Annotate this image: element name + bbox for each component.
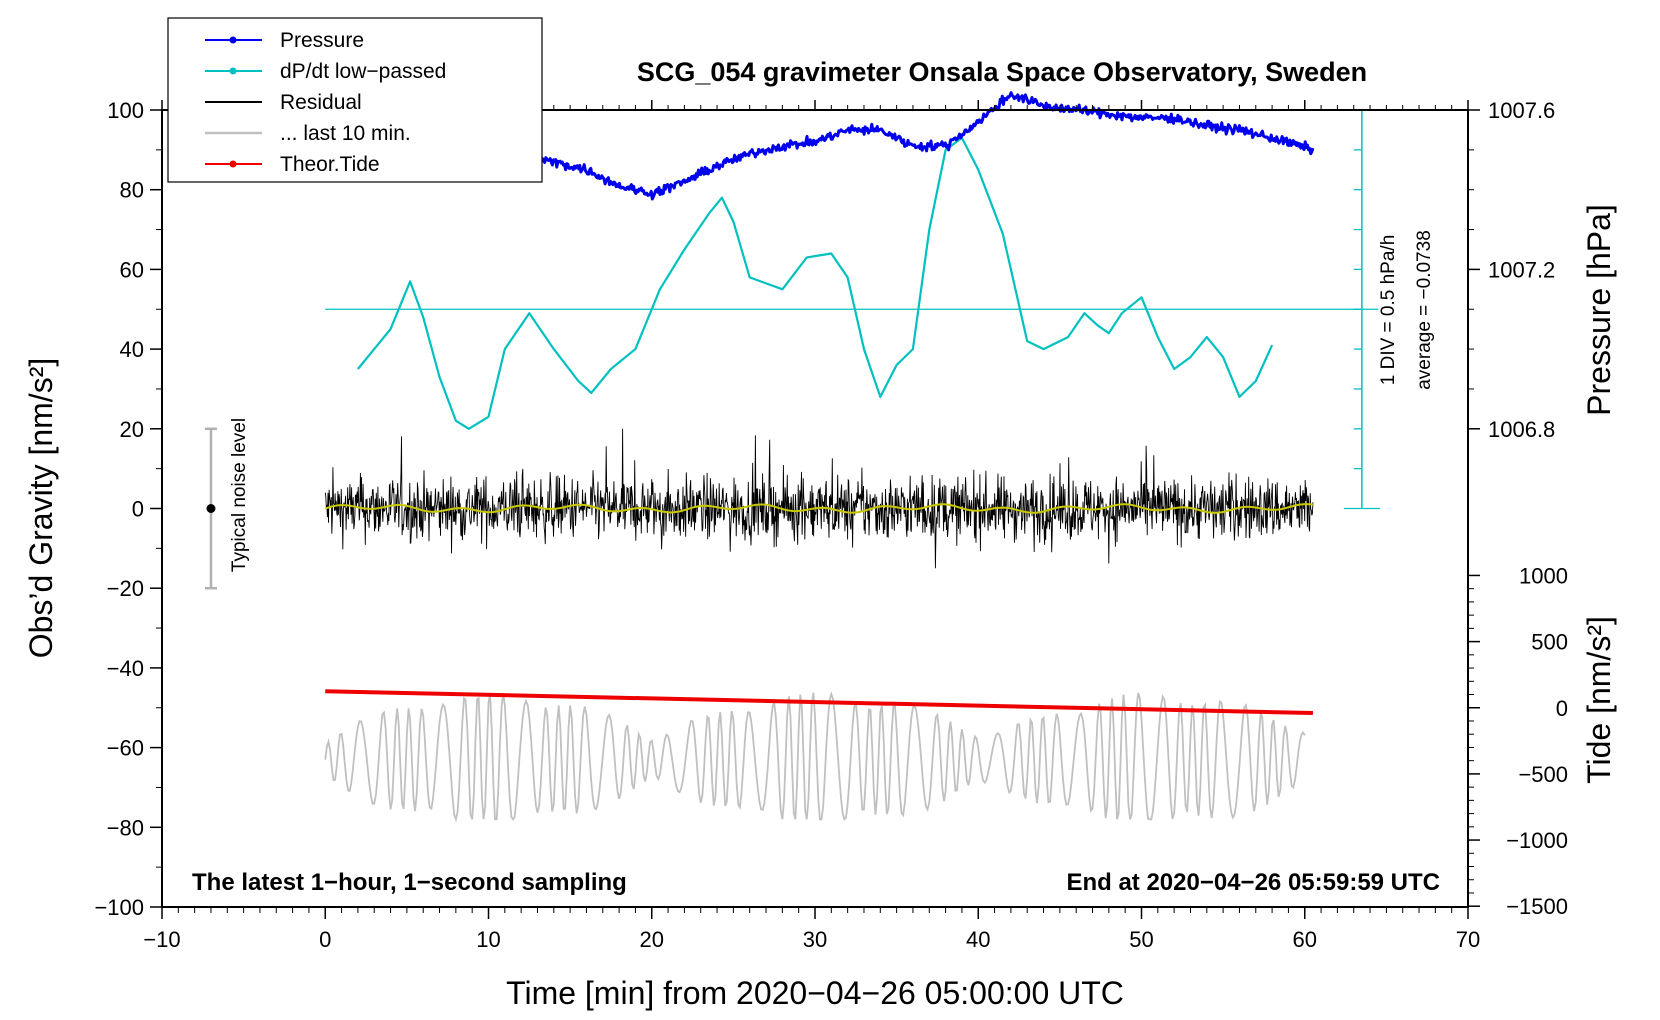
tide-tick-label: 1000 [1519,563,1568,588]
dpdt-series [357,136,1274,430]
residual-smoothed [325,503,1314,514]
y-tick-label: 60 [120,257,144,282]
annotation-sampling: The latest 1−hour, 1−second sampling [192,869,627,896]
tide-tick-label: 500 [1531,630,1568,655]
legend: Pressure dP/dt low−passed Residual ... last… [167,17,543,183]
legend-marker [229,67,237,75]
legend-box [167,17,543,183]
legend-label: dP/dt low−passed [280,60,446,83]
y-axis-label-tide: Tide [nm/s²] [1581,616,1617,784]
legend-marker [229,36,237,44]
y-tick-label: −40 [107,656,144,681]
legend-label: ... last 10 min. [280,122,411,145]
annotation-end-time: End at 2020−04−26 05:59:59 UTC [1066,869,1440,896]
pressure-tick-label: 1007.2 [1488,257,1555,282]
legend-marker [229,160,237,168]
y-tick-label: −100 [94,895,144,920]
y-tick-label: −60 [107,736,144,761]
x-tick-label: 70 [1456,927,1480,952]
axes-layer: −10 0 10 20 30 40 50 60 70−100−80−60−40−20020406… [94,98,1568,952]
x-tick-label: 30 [803,927,827,952]
theor-tide-series [325,689,1313,716]
x-tick-label: 40 [966,927,990,952]
x-axis-label: Time [min] from 2020−04−26 05:00:00 UTC [506,975,1124,1011]
x-tick-label: 60 [1293,927,1317,952]
y-axis-label-left: Obs’d Gravity [nm/s²] [23,358,59,659]
x-tick-label: −10 [143,927,180,952]
y-tick-label: −20 [107,576,144,601]
x-tick-label: 0 [319,927,331,952]
pressure-tick-label: 1007.6 [1488,98,1555,123]
y-tick-label: 0 [132,497,144,522]
y-tick-label: 20 [120,417,144,442]
div-scale-label: 1 DIV = 0.5 hPa/h [1378,235,1399,386]
tide-tick-label: −500 [1518,762,1568,787]
y-tick-label: 40 [120,337,144,362]
legend-label: Theor.Tide [280,153,380,176]
x-tick-label: 50 [1129,927,1153,952]
tide-tick-label: −1000 [1506,828,1568,853]
y-tick-label: −80 [107,815,144,840]
last-10min-series [324,691,1306,823]
average-label: average = −0.0738 [1414,230,1435,390]
y-tick-label: 100 [107,98,144,123]
chart-title: SCG_054 gravimeter Onsala Space Observat… [637,57,1367,87]
y-tick-label: 80 [120,178,144,203]
legend-label: Residual [280,91,362,114]
pressure-tick-label: 1006.8 [1488,417,1555,442]
y-axis-label-pressure: Pressure [hPa] [1581,204,1617,416]
noise-bar-center [206,504,216,513]
x-tick-label: 20 [640,927,664,952]
x-tick-label: 10 [476,927,500,952]
residual-series [324,428,1314,569]
tide-tick-label: 0 [1556,696,1568,721]
legend-items: Pressure dP/dt low−passed Residual ... last… [205,29,446,176]
tide-tick-label: −1500 [1506,894,1568,919]
legend-label: Pressure [280,29,364,52]
noise-level-label: Typical noise level [229,418,250,572]
